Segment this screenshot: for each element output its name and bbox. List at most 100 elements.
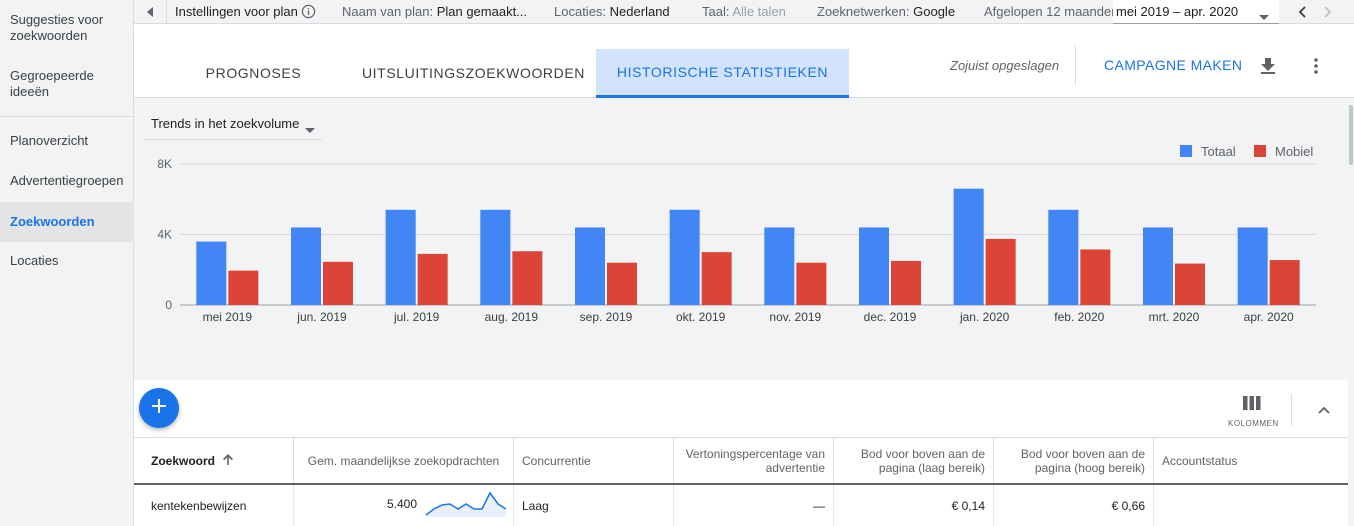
- account-status-cell: [1154, 485, 1348, 526]
- chart-metric-select[interactable]: Trends in het zoekvolume: [144, 110, 322, 140]
- competition-cell: Laag: [514, 485, 674, 526]
- legend-label: Totaal: [1201, 144, 1236, 159]
- networks-label: Zoeknetwerken:: [817, 4, 910, 19]
- sidebar-item-grouped-ideas[interactable]: Gegroepeerde ideeën: [0, 68, 134, 100]
- tab-negative-keywords[interactable]: UITSLUITINGSZOEKWOORDEN: [351, 49, 596, 98]
- locations-value: Nederland: [609, 4, 670, 19]
- table-header-divider: [134, 483, 1348, 485]
- column-header-account-status[interactable]: Accountstatus: [1154, 438, 1348, 484]
- date-range-select[interactable]: mei 2019 – apr. 2020: [1113, 0, 1279, 24]
- sidebar-item-label: Advertentiegroepen: [10, 173, 124, 188]
- sidebar-divider: [0, 116, 134, 117]
- plan-settings-bar: Instellingen voor plan Naam van plan: Pl…: [134, 0, 1354, 24]
- bar-totaal: [1048, 209, 1079, 305]
- x-tick-label: dec. 2019: [864, 310, 917, 324]
- chevron-left-icon[interactable]: [140, 2, 160, 22]
- sidebar-item-label: Planoverzicht: [10, 133, 89, 148]
- search-volume-chart: 0 4K 8K mei 2019 jun. 2019 jul. 2019 aug. 2019…: [157, 144, 1316, 324]
- sidebar-item-keyword-suggestions[interactable]: Suggesties voor zoekwoorden: [0, 12, 134, 44]
- legend-swatch: [1180, 145, 1192, 157]
- x-tick-label: mei 2019: [203, 310, 253, 324]
- info-icon[interactable]: [301, 4, 316, 22]
- impression-share-cell: —: [674, 485, 834, 526]
- divider: [1075, 45, 1076, 85]
- tab-historical-metrics[interactable]: HISTORISCHE STATISTIEKEN: [596, 49, 849, 98]
- locations-filter[interactable]: Locaties: Nederland: [554, 4, 670, 19]
- bar-mobiel: [1175, 263, 1205, 305]
- bar-totaal: [859, 227, 889, 305]
- columns-icon: [1243, 396, 1261, 415]
- period-label: Afgelopen 12 maanden: [984, 4, 1119, 19]
- bid-low-cell: € 0,14: [834, 485, 994, 526]
- scrollbar-thumb[interactable]: [1349, 105, 1353, 165]
- collapse-icon[interactable]: [1312, 398, 1336, 422]
- table-top-border: [134, 437, 1348, 438]
- bar-mobiel: [607, 262, 637, 305]
- column-header-label: Accountstatus: [1162, 454, 1238, 468]
- bar-totaal: [669, 209, 700, 305]
- bar-totaal: [480, 209, 511, 305]
- tab-label: HISTORISCHE STATISTIEKEN: [616, 64, 829, 80]
- date-range-value: mei 2019 – apr. 2020: [1116, 4, 1239, 19]
- bar-mobiel: [701, 252, 732, 305]
- saved-status: Zojuist opgeslagen: [950, 58, 1060, 73]
- sidebar-item-keywords[interactable]: Zoekwoorden: [0, 202, 134, 242]
- bar-totaal: [385, 209, 416, 305]
- tab-label: UITSLUITINGSZOEKWOORDEN: [361, 65, 586, 81]
- trend-sparkline: [425, 491, 506, 517]
- tab-forecasts[interactable]: PROGNOSES: [156, 49, 351, 98]
- column-header-label: Bod voor boven aan de pagina (hoog berei…: [1020, 447, 1145, 475]
- tab-bar: PROGNOSES UITSLUITINGSZOEKWOORDEN HISTOR…: [134, 34, 1354, 98]
- plan-settings-label[interactable]: Instellingen voor plan: [175, 4, 298, 19]
- column-header-avg-monthly-searches[interactable]: Gem. maandelijkse zoekopdrachten: [294, 438, 514, 484]
- previous-period-icon[interactable]: [1292, 2, 1312, 22]
- legend-swatch: [1254, 145, 1266, 157]
- legend-label: Mobiel: [1275, 144, 1313, 159]
- y-tick-label: 8K: [157, 157, 172, 171]
- bar-mobiel: [891, 260, 921, 305]
- tab-label: PROGNOSES: [205, 65, 302, 81]
- chevron-down-icon: [1259, 9, 1269, 24]
- column-header-label: Bod voor boven aan de pagina (laag berei…: [860, 447, 985, 475]
- column-header-label: Vertoningspercentage van advertentie: [685, 447, 825, 475]
- column-header-label: Concurrentie: [522, 454, 591, 468]
- search-networks-filter[interactable]: Zoeknetwerken: Google: [817, 4, 955, 19]
- language-label: Taal:: [702, 4, 730, 19]
- column-header-bid-low[interactable]: Bod voor boven aan de pagina (laag berei…: [834, 438, 994, 484]
- sidebar-item-plan-overview[interactable]: Planoverzicht: [0, 133, 134, 149]
- add-keyword-button[interactable]: [139, 388, 179, 428]
- column-header-competition[interactable]: Concurrentie: [514, 438, 674, 484]
- column-header-keyword[interactable]: Zoekwoord: [134, 438, 294, 484]
- sidebar-item-locations[interactable]: Locaties: [0, 253, 134, 269]
- columns-label: KOLOMMEN: [1228, 419, 1279, 428]
- bar-totaal: [1143, 227, 1173, 305]
- bid-high-cell: € 0,66: [994, 485, 1154, 526]
- bar-totaal: [291, 227, 321, 305]
- plan-name[interactable]: Naam van plan: Plan gemaakt...: [342, 4, 527, 19]
- column-header-impression-share[interactable]: Vertoningspercentage van advertentie: [674, 438, 834, 484]
- bar-totaal: [953, 188, 984, 305]
- scrollbar[interactable]: [1348, 98, 1354, 526]
- bar-mobiel: [1269, 260, 1300, 305]
- language-filter[interactable]: Taal: Alle talen: [702, 4, 786, 19]
- chart-metric-value: Trends in het zoekvolume: [151, 116, 300, 131]
- column-header-bid-high[interactable]: Bod voor boven aan de pagina (hoog berei…: [994, 438, 1154, 484]
- x-tick-label: mrt. 2020: [1149, 310, 1200, 324]
- x-tick-label: aug. 2019: [485, 310, 539, 324]
- plan-name-label: Naam van plan:: [342, 4, 434, 19]
- more-options-icon[interactable]: [1304, 54, 1328, 78]
- x-tick-label: sep. 2019: [580, 310, 633, 324]
- sidebar-item-ad-groups[interactable]: Advertentiegroepen: [0, 173, 134, 189]
- next-period-icon[interactable]: [1318, 2, 1338, 22]
- download-icon[interactable]: [1256, 54, 1280, 78]
- divider: [1291, 394, 1292, 426]
- columns-button[interactable]: KOLOMMEN: [1224, 394, 1278, 430]
- y-tick-label: 0: [165, 298, 172, 312]
- x-tick-label: nov. 2019: [769, 310, 821, 324]
- bar-mobiel: [796, 262, 827, 305]
- bar-totaal: [764, 227, 795, 305]
- bar-totaal: [1237, 227, 1268, 305]
- create-campaign-button[interactable]: CAMPAGNE MAKEN: [1104, 57, 1243, 73]
- sort-ascending-icon: [223, 454, 234, 468]
- y-tick-label: 4K: [157, 228, 172, 242]
